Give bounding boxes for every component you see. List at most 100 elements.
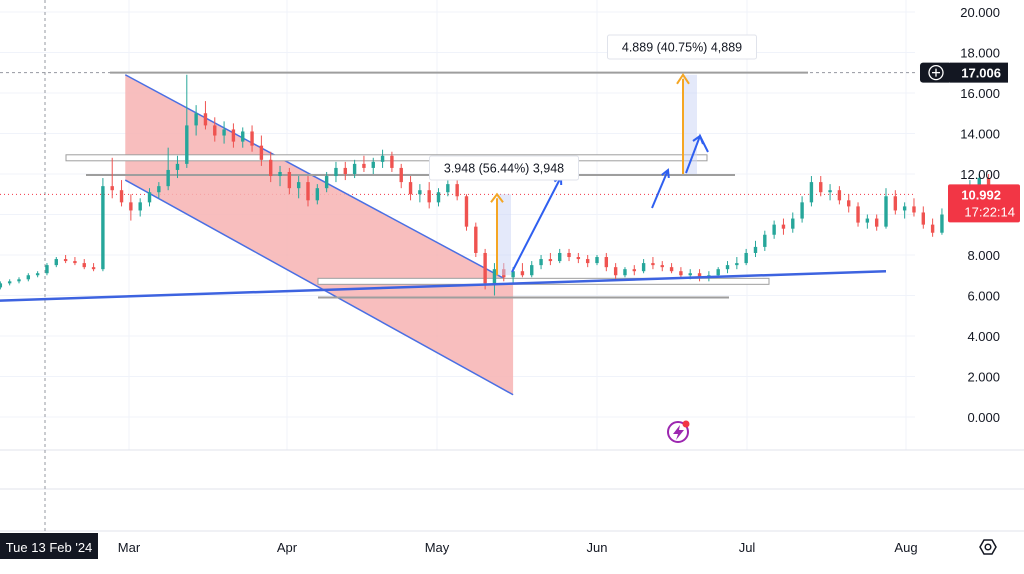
measure-arrow-head: [490, 192, 504, 203]
price-tick-label: 0.000: [967, 410, 1000, 425]
candle-body: [306, 182, 310, 201]
measure-range: [497, 194, 511, 276]
candle-body: [791, 218, 795, 229]
bar-countdown-label: 17:22:14: [964, 204, 1015, 219]
candle-body: [352, 163, 357, 174]
time-tick-label: Jul: [739, 540, 756, 555]
candle-body: [660, 265, 664, 268]
candle-body: [623, 269, 627, 276]
price-tick-label: 2.000: [967, 370, 1000, 385]
time-tick-label: Apr: [277, 540, 298, 555]
measure-label: 3.948 (56.44%) 3,948: [444, 162, 564, 176]
candle-body: [231, 129, 236, 142]
candle-body: [157, 186, 161, 193]
candle-body: [604, 257, 609, 268]
candle-body: [632, 269, 636, 272]
settings-gear-icon-center: [984, 543, 992, 551]
horizontal-zone: [317, 277, 770, 285]
candle-body: [269, 159, 273, 177]
candle-body: [474, 226, 478, 253]
candle-body: [185, 125, 189, 164]
candle-body: [334, 167, 338, 177]
candle-body: [259, 145, 264, 160]
candle-body: [530, 265, 534, 276]
settings-gear-icon-outline: [979, 539, 997, 555]
candle-body: [874, 218, 879, 227]
candle-body: [380, 155, 385, 162]
candle-body: [101, 186, 105, 270]
candle-body: [809, 182, 814, 203]
candle-body: [7, 281, 12, 284]
projection-arrow-head: [661, 168, 670, 179]
candle-body: [166, 169, 170, 187]
candle-body: [977, 178, 981, 187]
candle-body: [595, 257, 599, 264]
candle-body: [893, 196, 898, 211]
candle-body: [54, 259, 58, 266]
time-tick-label: Jun: [587, 540, 608, 555]
channel-upper-line: [124, 74, 514, 285]
candle-body: [697, 273, 702, 278]
notification-dot: [682, 420, 690, 428]
candle-body: [548, 259, 553, 262]
price-tick-label: 8.000: [967, 248, 1000, 263]
horizontal-zone: [65, 154, 708, 162]
candle-body: [921, 212, 925, 225]
candle-body: [408, 182, 413, 195]
candle-body: [800, 202, 804, 219]
candle-body: [82, 263, 86, 268]
candle-body: [324, 176, 329, 189]
candle-body: [744, 252, 748, 264]
candle-body: [669, 267, 674, 272]
candle-body: [63, 259, 68, 262]
last-price-label: 10.992: [961, 187, 1001, 202]
candle-body: [213, 125, 217, 136]
candle-body: [930, 224, 935, 233]
plus-icon: [928, 64, 944, 81]
measure-range: [683, 74, 697, 174]
candle-body: [613, 267, 618, 276]
candle-body: [250, 131, 254, 146]
candle-body: [278, 171, 282, 177]
candle-body: [436, 192, 441, 203]
candle-body: [688, 273, 692, 276]
candle-body: [483, 252, 487, 284]
settings-gear-icon[interactable]: [979, 539, 997, 555]
candle-body: [45, 265, 49, 274]
price-tick-label: 18.000: [960, 46, 1000, 61]
time-tick-label: Aug: [894, 540, 917, 555]
candle-body: [763, 234, 767, 247]
candle-body: [558, 252, 562, 262]
candle-body: [902, 206, 907, 211]
candle-body: [725, 265, 730, 270]
candle-body: [390, 155, 394, 168]
measure-label-box: [607, 34, 757, 60]
lightning-icon: [667, 420, 690, 443]
candle-body: [371, 161, 375, 168]
candle-body: [679, 271, 683, 276]
candle-body: [26, 275, 31, 280]
candle-body: [362, 163, 366, 168]
projection-arrow-head: [692, 134, 704, 145]
candle-body: [343, 167, 347, 174]
candle-body: [0, 283, 3, 288]
candle-body: [847, 200, 851, 207]
candle-body: [567, 252, 571, 258]
time-axis: Mar Apr May Jun Jul Aug: [118, 540, 918, 555]
candle-body: [464, 196, 469, 227]
candle-body: [110, 186, 114, 191]
candle-body: [735, 263, 739, 266]
candle-body: [884, 196, 888, 227]
price-tick-label: 6.000: [967, 289, 1000, 304]
price-tick-label: 20.000: [960, 5, 1000, 20]
candle-body: [753, 246, 758, 253]
measure-label: 4.889 (40.75%) 4,889: [622, 41, 742, 55]
price-tick-label: 14.000: [960, 127, 1000, 142]
candle-body: [940, 214, 944, 233]
time-tick-label: Mar: [118, 540, 141, 555]
price-tick-label: 16.000: [960, 86, 1000, 101]
candle-body: [781, 224, 786, 229]
candle-body: [819, 182, 823, 193]
